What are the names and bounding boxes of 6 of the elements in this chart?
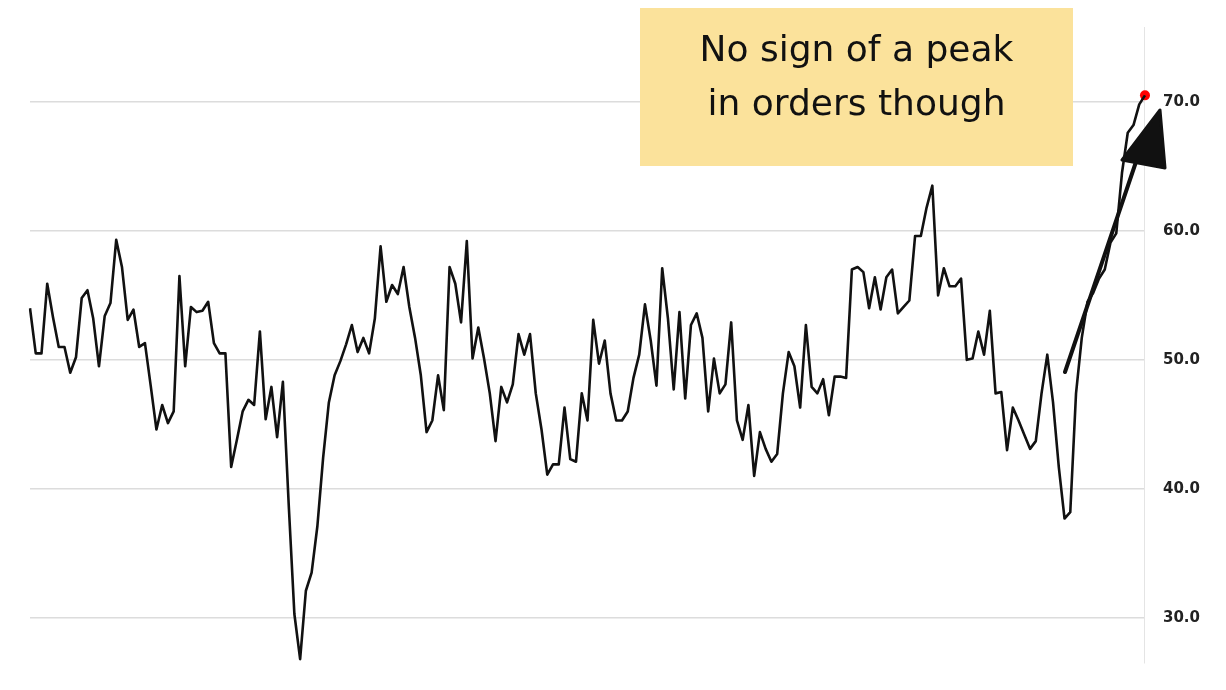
y-tick-label: 60.0 — [1162, 220, 1201, 239]
y-tick-label: 30.0 — [1162, 607, 1201, 626]
sticky-note: No sign of a peak in orders though — [640, 8, 1073, 166]
y-tick-label: 50.0 — [1162, 349, 1201, 368]
y-tick-label: 40.0 — [1162, 478, 1201, 497]
y-tick-label: 70.0 — [1162, 91, 1201, 110]
